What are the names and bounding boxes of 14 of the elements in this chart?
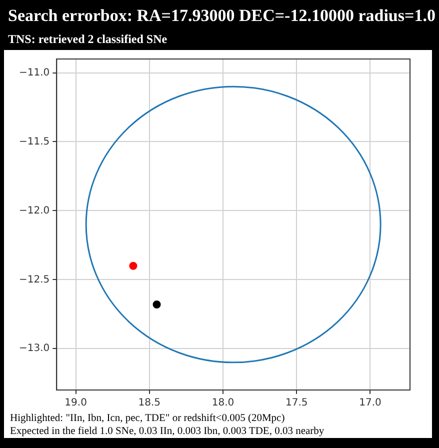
x-tick-label: 19.0 [64, 398, 87, 409]
text: Highlighted: "IIn, Ibn, Icn, pec, TDE" or redshift<0.005 (20Mpc) [9, 412, 286, 425]
y-tick-label: −12.0 [18, 205, 50, 216]
y-tick-label: −11.0 [18, 67, 50, 78]
x-tick-label: 18.5 [138, 398, 161, 409]
text: Expected in the field 1.0 SNe, 0.03 IIn, 0.003 Ibn, 0.003 TDE, 0.03 nearby [9, 425, 326, 438]
chart-title: Search errorbox: RA=17.93000 DEC=-12.10000 radius=1.0 [7, 5, 436, 27]
chart-subtitle: TNS: retrieved 2 classified SNe [7, 31, 168, 48]
x-tick-label: 17.0 [359, 398, 382, 409]
x-tick-label: 18.0 [212, 398, 234, 409]
y-tick-label: −12.5 [18, 274, 50, 286]
y-tick-label: −13.0 [18, 343, 50, 354]
y-tick-label: −11.5 [18, 136, 50, 148]
x-tick-label: 17.5 [286, 398, 308, 409]
